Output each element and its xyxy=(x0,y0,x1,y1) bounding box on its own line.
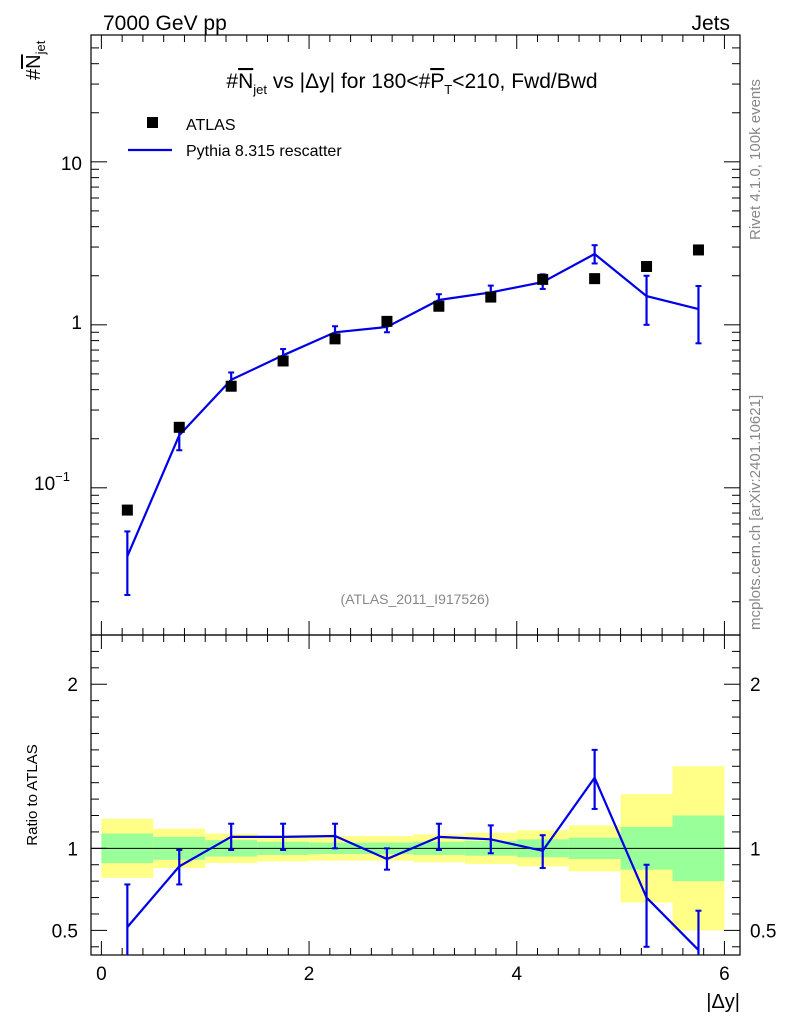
atlas-point xyxy=(329,333,341,345)
mcplots-side-text: mcplots.cern.ch [arXiv:2401.10621] xyxy=(747,395,764,630)
pythia-line xyxy=(126,252,699,557)
ratio-y-tick-2-left: 2 xyxy=(67,675,78,696)
ratio-y-axis-label: Ratio to ATLAS xyxy=(24,744,41,845)
main-axis-ticks xyxy=(91,34,740,635)
ratio-series xyxy=(124,748,702,955)
atlas-point xyxy=(485,291,497,303)
atlas-point xyxy=(121,504,133,516)
ratio-y-tick-2-right: 2 xyxy=(750,675,761,696)
header-left: 7000 GeV pp xyxy=(103,12,227,35)
analysis-tag: (ATLAS_2011_I917526) xyxy=(341,591,490,607)
ratio-plot-frame xyxy=(90,634,741,956)
main-y-tick-1: 1 xyxy=(71,313,82,334)
svg-text:mcplots.cern.ch [arXiv:2401.10: mcplots.cern.ch [arXiv:2401.10621] xyxy=(747,395,764,630)
svg-text:Ratio to ATLAS: Ratio to ATLAS xyxy=(24,744,41,845)
atlas-point xyxy=(225,380,237,392)
plot-title: #Njet vs |Δy| for 180<#PT<210, Fwd/Bwd xyxy=(226,70,597,97)
ratio-y-tick-0.5-left: 0.5 xyxy=(52,921,78,942)
x-axis-label: |Δy| xyxy=(706,991,740,1013)
svg-text:#Njet: #Njet xyxy=(23,40,48,80)
atlas-point xyxy=(173,421,185,433)
legend-atlas-marker xyxy=(147,117,158,128)
x-tick-6: 6 xyxy=(719,964,730,985)
atlas-point xyxy=(692,244,704,256)
atlas-point xyxy=(589,273,601,285)
main-y-tick-10: 10 xyxy=(61,154,82,175)
atlas-point xyxy=(641,260,653,272)
x-tick-2: 2 xyxy=(304,964,315,985)
atlas-point xyxy=(433,300,445,312)
svg-text:Rivet 4.1.0, 100k events: Rivet 4.1.0, 100k events xyxy=(747,79,764,240)
atlas-point xyxy=(537,273,549,285)
ratio-y-tick-1-right: 1 xyxy=(750,839,761,860)
atlas-point xyxy=(277,355,289,367)
main-series xyxy=(121,244,704,596)
ratio-pythia-line xyxy=(126,775,700,951)
main-y-tick-0.1: 10−1 xyxy=(34,469,70,495)
ratio-y-tick-1-left: 1 xyxy=(67,839,78,860)
rivet-side-text: Rivet 4.1.0, 100k events xyxy=(747,79,764,240)
ratio-y-tick-0.5-right: 0.5 xyxy=(750,921,776,942)
x-tick-4: 4 xyxy=(511,964,522,985)
legend-atlas-label: ATLAS xyxy=(186,117,236,134)
x-tick-0: 0 xyxy=(96,964,107,985)
legend-pythia-label: Pythia 8.315 rescatter xyxy=(186,143,342,160)
main-y-axis-label: #Njet xyxy=(23,40,48,80)
header-right: Jets xyxy=(691,12,730,35)
ratio-axis-ticks xyxy=(91,635,740,955)
atlas-point xyxy=(381,315,393,327)
legend: ATLAS Pythia 8.315 rescatter xyxy=(128,117,342,160)
